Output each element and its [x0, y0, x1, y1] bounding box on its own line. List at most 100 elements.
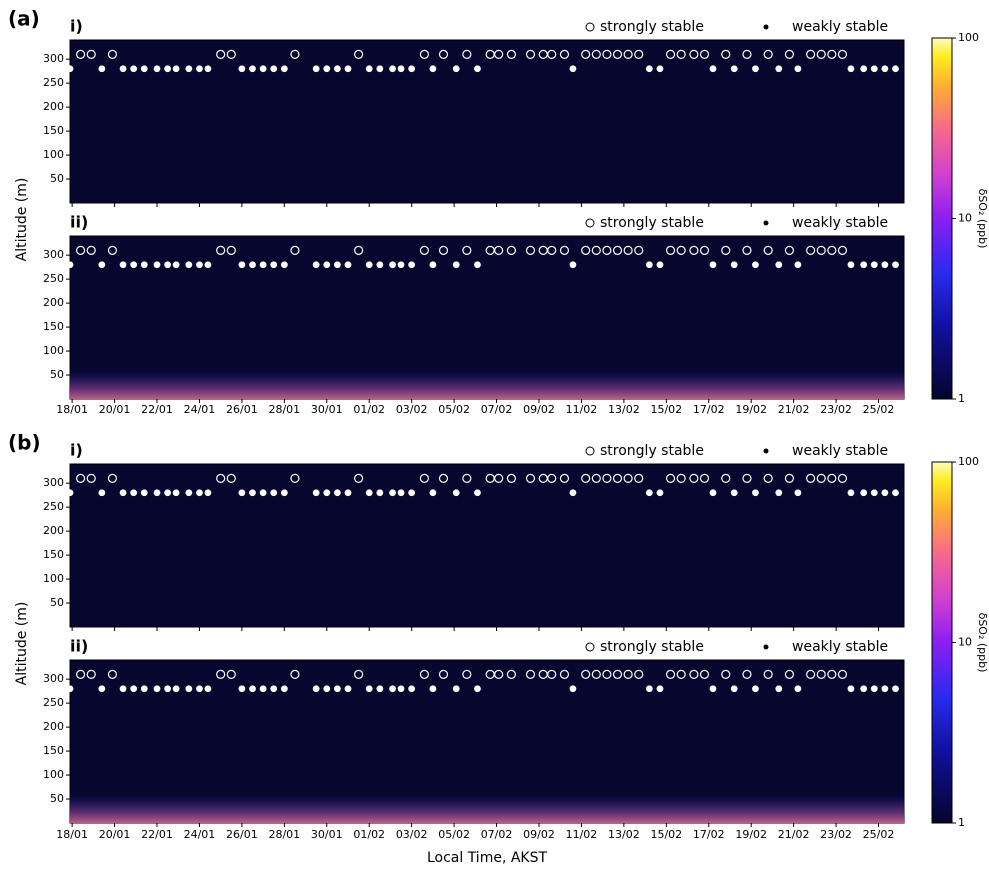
x-tick-label: 22/01: [141, 828, 173, 841]
stability-marker: [66, 685, 74, 693]
stability-marker: [312, 489, 320, 497]
stability-marker: [270, 65, 278, 73]
legend-label: weakly stable: [792, 443, 888, 459]
stability-marker: [344, 65, 352, 73]
stability-marker: [699, 245, 710, 255]
stability-marker: [344, 685, 352, 693]
y-tick-label: 250: [43, 76, 64, 89]
stability-marker: [119, 261, 127, 269]
y-axis-label: Altitude (m): [14, 178, 30, 262]
x-tick-label: 13/02: [608, 403, 640, 416]
stability-marker: [259, 261, 267, 269]
stability-marker: [86, 245, 96, 255]
stability-marker: [775, 65, 783, 73]
stability-marker: [130, 685, 138, 693]
stability-marker: [602, 669, 612, 679]
stability-marker: [323, 65, 331, 73]
x-tick-label: 25/02: [863, 828, 895, 841]
stability-marker: [623, 473, 633, 483]
stability-marker: [569, 65, 577, 73]
x-tick-label: 01/02: [353, 403, 385, 416]
x-tick-label: 03/02: [396, 828, 428, 841]
legend-marker: [585, 446, 595, 456]
stability-marker: [290, 669, 300, 679]
stability-marker: [547, 473, 557, 483]
stability-marker: [119, 489, 127, 497]
stability-marker: [280, 685, 288, 693]
x-tick-label: 28/01: [268, 403, 300, 416]
stability-marker: [438, 669, 449, 679]
stability-marker: [354, 669, 364, 679]
stability-marker: [591, 245, 601, 255]
stability-marker: [806, 245, 816, 255]
x-tick-label: 22/01: [141, 403, 173, 416]
stability-marker: [837, 49, 848, 59]
stability-marker: [153, 685, 161, 693]
stability-marker: [389, 685, 396, 693]
y-tick-label: 200: [43, 100, 64, 113]
stability-marker: [794, 65, 802, 73]
stability-marker: [623, 49, 633, 59]
stability-marker: [76, 669, 86, 679]
stability-marker: [721, 473, 731, 483]
stability-marker: [689, 669, 699, 679]
x-tick-label: 11/02: [566, 403, 598, 416]
stability-marker: [881, 261, 889, 269]
stability-marker: [645, 489, 653, 497]
x-tick-label: 17/02: [693, 403, 725, 416]
stability-marker: [98, 65, 106, 73]
stability-marker: [559, 245, 570, 255]
stability-marker: [612, 49, 623, 59]
stability-marker: [226, 473, 236, 483]
stability-marker: [656, 65, 664, 73]
x-tick-label: 26/01: [226, 828, 258, 841]
y-tick-label: 200: [43, 296, 64, 309]
stability-marker: [612, 669, 623, 679]
stability-marker: [474, 261, 481, 269]
stability-marker: [752, 489, 759, 497]
stability-marker: [280, 65, 288, 73]
stability-marker: [827, 669, 837, 679]
colorbar-label: δSO₂ (ppb): [976, 613, 989, 673]
stability-marker: [365, 261, 373, 269]
x-tick-label: 26/01: [226, 403, 258, 416]
stability-marker: [270, 261, 278, 269]
colorbar-tick-label: 100: [958, 31, 979, 44]
stability-marker: [665, 669, 676, 679]
stability-marker: [837, 473, 848, 483]
stability-marker: [525, 669, 536, 679]
panel-label: ii): [70, 637, 88, 656]
stability-marker: [612, 245, 623, 255]
stability-marker: [775, 685, 783, 693]
colorbar: [931, 461, 953, 824]
x-tick-label: 19/02: [735, 828, 767, 841]
x-tick-label: 01/02: [353, 828, 385, 841]
stability-marker: [763, 245, 773, 255]
x-tick-label: 24/01: [184, 403, 216, 416]
y-tick-label: 100: [43, 572, 64, 585]
x-tick-label: 18/01: [56, 828, 88, 841]
stability-marker: [290, 245, 300, 255]
stability-marker: [172, 685, 180, 693]
stability-marker: [462, 245, 472, 255]
y-tick-label: 250: [43, 500, 64, 513]
stability-marker: [107, 473, 118, 483]
stability-marker: [365, 489, 373, 497]
x-tick-label: 17/02: [693, 828, 725, 841]
stability-marker: [634, 473, 644, 483]
stability-marker: [130, 65, 138, 73]
stability-marker: [130, 261, 138, 269]
stability-marker: [238, 685, 246, 693]
stability-marker: [419, 473, 429, 483]
stability-marker: [238, 489, 246, 497]
stability-marker: [323, 261, 331, 269]
stability-marker: [429, 261, 437, 269]
stability-marker: [98, 685, 106, 693]
stability-marker: [354, 245, 364, 255]
stability-marker: [226, 49, 236, 59]
stability-marker: [709, 489, 717, 497]
stability-marker: [164, 65, 172, 73]
stability-marker: [280, 489, 288, 497]
stability-marker: [506, 473, 517, 483]
stability-marker: [185, 65, 193, 73]
